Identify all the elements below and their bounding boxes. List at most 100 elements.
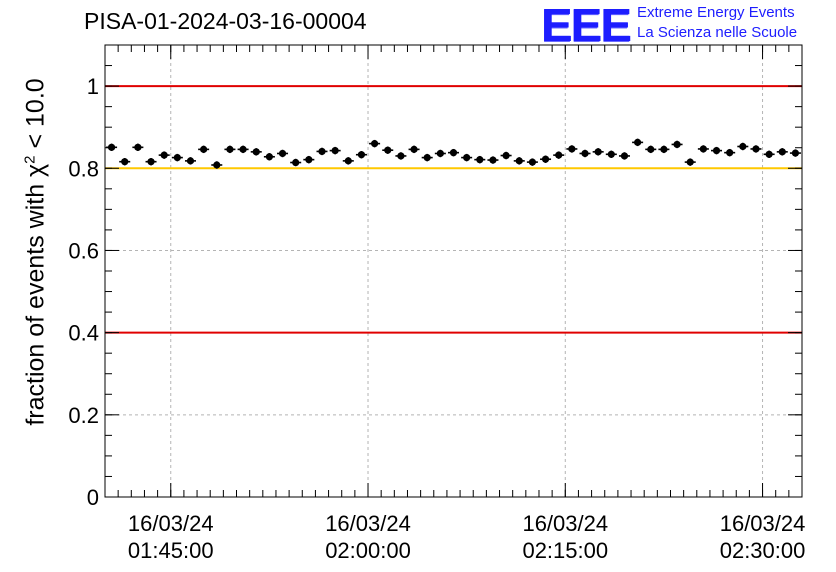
eee-logo-mark: EEE (541, 0, 631, 51)
y-tick-label: 0.8 (68, 156, 99, 181)
data-marker (647, 145, 655, 153)
data-point (395, 152, 407, 160)
data-point (618, 152, 630, 160)
data-marker (581, 149, 589, 158)
data-point (724, 148, 736, 157)
y-tick-label: 0.6 (68, 238, 99, 263)
plot-frame (104, 44, 803, 498)
data-marker (541, 155, 550, 163)
data-marker (739, 142, 747, 151)
data-marker (384, 146, 392, 154)
data-marker (344, 157, 352, 165)
data-point (369, 139, 381, 148)
data-point (513, 157, 525, 165)
data-point (237, 145, 249, 154)
data-point (789, 149, 801, 157)
data-point (329, 146, 341, 155)
data-point (408, 145, 420, 154)
data-point (592, 148, 604, 156)
data-marker (686, 158, 694, 166)
data-marker (699, 145, 707, 153)
data-marker (292, 158, 300, 167)
data-marker (278, 149, 287, 158)
data-marker (423, 153, 431, 162)
data-marker (463, 153, 471, 162)
data-point (290, 158, 302, 167)
y-tick-label: 1 (87, 74, 99, 99)
axes: 00.20.40.60.8116/03/2401:45:0016/03/2402… (68, 44, 806, 563)
data-point (553, 151, 565, 159)
data-points (106, 138, 801, 169)
data-marker (660, 145, 668, 153)
x-tick-label-time: 01:45:00 (128, 538, 214, 563)
data-marker (791, 149, 800, 157)
chart-title: PISA-01-2024-03-16-00004 (84, 8, 367, 34)
data-marker (147, 158, 155, 166)
data-marker (489, 156, 497, 164)
data-marker (331, 147, 339, 155)
data-point (526, 158, 538, 166)
data-marker (305, 156, 313, 164)
data-point (487, 156, 499, 164)
data-marker (712, 147, 721, 155)
x-tick-label-date: 16/03/24 (522, 511, 608, 536)
x-tick-label-date: 16/03/24 (325, 511, 411, 536)
data-marker (778, 148, 786, 156)
data-marker (752, 145, 760, 153)
data-marker (200, 145, 208, 153)
data-marker (213, 161, 221, 169)
data-marker (370, 140, 379, 148)
data-point (579, 149, 591, 158)
data-marker (410, 145, 418, 153)
y-tick-label: 0.4 (68, 321, 99, 346)
data-point (184, 157, 196, 165)
data-point (776, 148, 788, 156)
data-point (277, 149, 289, 158)
data-point (461, 153, 473, 162)
data-marker (436, 149, 444, 158)
data-marker (607, 150, 615, 158)
data-point (355, 151, 367, 159)
data-marker (357, 151, 366, 159)
data-point (540, 155, 552, 163)
data-point (171, 153, 183, 162)
data-point (448, 148, 459, 157)
data-point (684, 158, 696, 166)
data-point (342, 157, 354, 165)
data-marker (673, 140, 681, 149)
x-tick-label-date: 16/03/24 (720, 511, 806, 536)
data-marker (252, 148, 260, 156)
x-tick-label-time: 02:30:00 (720, 538, 806, 563)
data-marker (186, 157, 195, 165)
data-point (434, 149, 446, 158)
logo-text-project: Extreme Energy Events (637, 4, 795, 21)
x-tick-label-date: 16/03/24 (128, 511, 214, 536)
data-marker (239, 145, 247, 153)
y-tick-label: 0 (87, 485, 99, 510)
data-point (605, 150, 617, 158)
x-tick-label-time: 02:00:00 (325, 538, 411, 563)
data-point (500, 151, 512, 160)
reference-lines (105, 85, 802, 334)
data-marker (726, 149, 734, 157)
data-point (198, 145, 210, 154)
grid-layer (105, 45, 802, 498)
y-tick-label: 0.2 (68, 403, 99, 428)
data-marker (568, 145, 576, 153)
data-point (474, 155, 486, 164)
data-marker (634, 138, 642, 146)
data-marker (265, 153, 273, 161)
data-marker (449, 149, 458, 157)
x-tick-label-time: 02:15:00 (522, 538, 608, 563)
data-point (658, 145, 670, 154)
data-point (158, 151, 170, 159)
data-point (145, 158, 157, 166)
logo-text-subtitle: La Scienza nelle Scuole (637, 24, 798, 41)
data-marker (160, 151, 168, 159)
data-point (224, 145, 236, 154)
data-marker (397, 152, 405, 160)
data-marker (173, 153, 181, 162)
data-marker (134, 143, 142, 151)
data-marker (594, 148, 602, 156)
